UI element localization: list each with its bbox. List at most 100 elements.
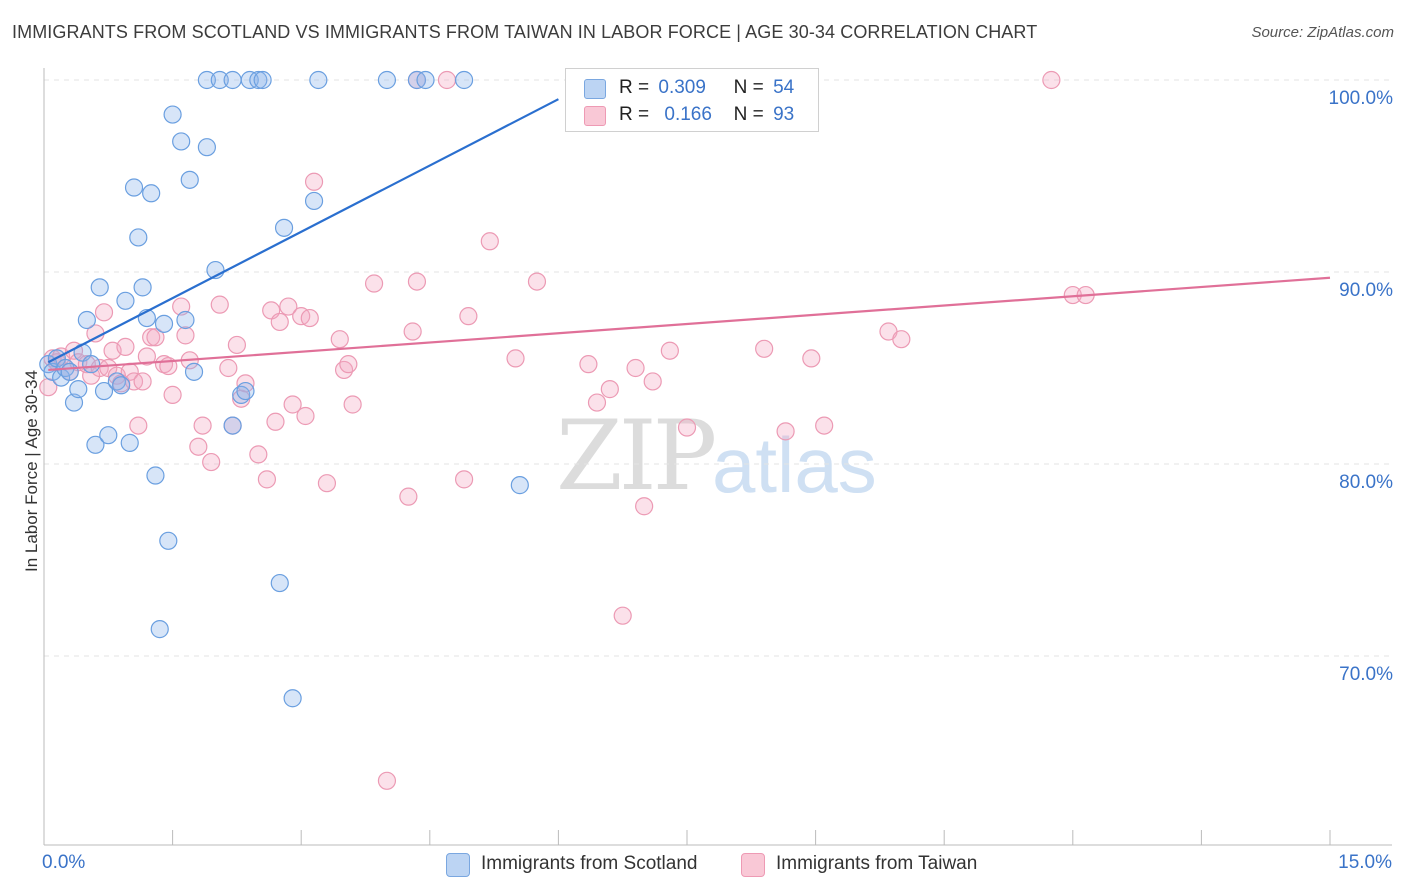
- taiwan-point: [643, 372, 662, 391]
- taiwan-point: [270, 312, 289, 332]
- legend-n-label-taiwan: N =: [733, 104, 764, 125]
- taiwan-point: [304, 172, 324, 191]
- x-tick-label-min: 0.0%: [42, 852, 86, 873]
- taiwan-point: [802, 349, 821, 368]
- scotland-point: [64, 393, 84, 412]
- taiwan-point: [236, 374, 255, 393]
- taiwan-point: [172, 297, 191, 316]
- scotland-point: [454, 70, 474, 90]
- taiwan-point: [403, 322, 422, 341]
- x-tick-label-max: 15.0%: [1338, 852, 1392, 873]
- taiwan-point: [454, 470, 474, 489]
- taiwan-point: [626, 358, 645, 378]
- taiwan-point: [892, 330, 911, 349]
- legend-r-label-scotland: R =: [619, 77, 650, 98]
- taiwan-point: [600, 380, 619, 399]
- taiwan-point: [129, 416, 148, 435]
- series-swatch-taiwan: [741, 853, 765, 877]
- taiwan-point: [146, 328, 165, 347]
- scotland-point: [159, 531, 178, 550]
- taiwan-point: [219, 358, 238, 378]
- taiwan-point: [296, 406, 315, 426]
- taiwan-point: [677, 418, 697, 437]
- taiwan-point: [163, 385, 182, 404]
- series-label-scotland: Immigrants from Scotland: [481, 853, 698, 874]
- scotland-point: [112, 376, 131, 395]
- taiwan-point: [330, 330, 349, 349]
- scotland-point: [86, 435, 105, 454]
- trend-lines: [47, 98, 1331, 372]
- legend-swatch-taiwan: [584, 106, 606, 126]
- scotland-point: [154, 314, 174, 333]
- legend-n-value-scotland: 54: [773, 77, 795, 98]
- chart-title: IMMIGRANTS FROM SCOTLAND VS IMMIGRANTS F…: [12, 22, 1038, 42]
- scotland-point: [69, 380, 88, 399]
- watermark-atlas: atlas: [712, 421, 877, 509]
- scotland-point: [77, 310, 96, 330]
- legend-swatch-scotland: [584, 79, 606, 99]
- taiwan-point: [399, 487, 418, 506]
- scotland-point: [124, 178, 144, 197]
- scotland-point: [99, 426, 118, 445]
- scotland-point: [274, 218, 294, 237]
- taiwan-point: [283, 395, 302, 414]
- scotland-point: [146, 466, 165, 485]
- taiwan-point: [249, 445, 268, 464]
- taiwan-point: [193, 416, 212, 435]
- scotland-point: [249, 70, 268, 90]
- taiwan-point: [480, 232, 499, 251]
- scotland-point: [223, 70, 242, 90]
- taiwan-point: [660, 341, 679, 360]
- scotland-point: [253, 70, 272, 90]
- taiwan-point: [635, 497, 654, 516]
- taiwan-point: [407, 272, 427, 291]
- scotland-point: [283, 689, 302, 708]
- taiwan-point: [1042, 70, 1061, 90]
- taiwan-point: [755, 339, 774, 358]
- scotland-point: [133, 278, 152, 297]
- taiwan-point: [116, 337, 135, 356]
- taiwan-trend-line: [48, 276, 1331, 372]
- legend-r-label-taiwan: R =: [619, 104, 650, 125]
- scotland-point: [510, 476, 529, 495]
- taiwan-point: [257, 470, 277, 489]
- scotland-point: [197, 70, 216, 90]
- taiwan-point: [815, 416, 834, 435]
- grid-lines: [44, 79, 1390, 657]
- taiwan-point: [339, 355, 358, 374]
- axes: [43, 68, 1392, 846]
- taiwan-point: [279, 297, 298, 316]
- taiwan-point: [142, 328, 161, 347]
- scotland-point: [163, 105, 182, 124]
- taiwan-point: [266, 412, 285, 431]
- scotland-trend-line: [47, 98, 559, 364]
- scotland-point: [116, 291, 135, 310]
- taiwan-point: [317, 474, 337, 493]
- taiwan-point: [776, 422, 795, 441]
- taiwan-point: [133, 372, 152, 391]
- y-axis-label: In Labor Force | Age 30-34: [22, 370, 41, 572]
- taiwan-point: [437, 70, 457, 90]
- source-label: Source: ZipAtlas.com: [1251, 24, 1394, 41]
- scotland-point: [236, 381, 255, 401]
- taiwan-point: [364, 274, 384, 293]
- scotland-point: [142, 184, 161, 203]
- taiwan-point: [227, 335, 246, 355]
- taiwan-point: [377, 771, 397, 790]
- taiwan-point: [202, 452, 221, 472]
- legend-r-value-scotland: 0.309: [658, 77, 706, 98]
- taiwan-point: [300, 308, 319, 328]
- scotland-point: [120, 433, 139, 452]
- scotland-point: [210, 70, 229, 90]
- scotland-points: [39, 70, 529, 708]
- y-tick-label: 90.0%: [1339, 280, 1393, 301]
- scotland-point: [223, 416, 242, 435]
- y-tick-labels: 100.0% 90.0% 80.0% 70.0%: [1329, 88, 1394, 685]
- scotland-point: [60, 362, 79, 381]
- scotland-point: [150, 620, 169, 639]
- scotland-point: [377, 70, 397, 90]
- scotland-point: [90, 278, 109, 297]
- y-tick-label: 80.0%: [1339, 472, 1393, 493]
- watermark-zip: ZIP: [556, 400, 717, 512]
